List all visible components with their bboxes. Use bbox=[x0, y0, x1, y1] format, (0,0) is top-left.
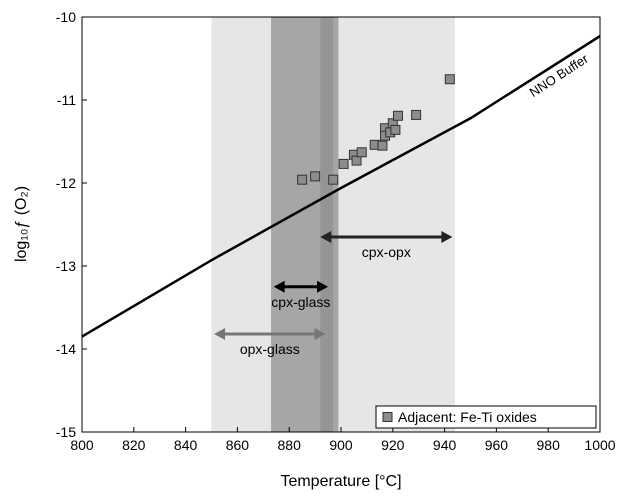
y-axis-label: log₁₀ƒ (O₂) bbox=[13, 186, 30, 262]
y-tick-label: -10 bbox=[56, 9, 76, 25]
arrow-label: cpx-opx bbox=[362, 244, 411, 260]
x-tick-label: 820 bbox=[122, 437, 146, 453]
x-tick-label: 800 bbox=[70, 437, 94, 453]
x-tick-label: 860 bbox=[226, 437, 250, 453]
y-tick-label: -15 bbox=[56, 424, 76, 440]
y-tick-label: -14 bbox=[56, 341, 76, 357]
x-tick-label: 940 bbox=[433, 437, 457, 453]
x-tick-label: 840 bbox=[174, 437, 198, 453]
nno-line bbox=[82, 35, 600, 338]
arrow-label: cpx-glass bbox=[271, 294, 330, 310]
point bbox=[351, 155, 362, 166]
point bbox=[328, 174, 339, 185]
x-tick-label: 920 bbox=[381, 437, 405, 453]
y-tick-label: -11 bbox=[57, 92, 76, 108]
legend-marker bbox=[382, 412, 393, 422]
point bbox=[411, 109, 422, 120]
arrow-head bbox=[273, 280, 329, 293]
point bbox=[310, 171, 321, 182]
y-tick-label: -13 bbox=[56, 258, 76, 274]
band bbox=[320, 17, 334, 432]
plot-area bbox=[82, 17, 600, 432]
x-tick-label: 960 bbox=[485, 437, 509, 453]
x-tick-label: 1000 bbox=[584, 437, 615, 453]
point bbox=[444, 74, 455, 85]
point bbox=[390, 124, 401, 135]
point bbox=[338, 158, 349, 169]
point bbox=[297, 174, 308, 185]
arrow-label: opx-glass bbox=[240, 341, 300, 357]
point bbox=[392, 110, 403, 121]
x-tick-label: 980 bbox=[537, 437, 561, 453]
y-tick-label: -12 bbox=[56, 175, 76, 191]
x-tick-label: 900 bbox=[329, 437, 353, 453]
legend-box bbox=[375, 405, 597, 429]
point bbox=[356, 147, 367, 158]
x-axis-label: Temperature [°C] bbox=[280, 473, 401, 490]
x-tick-label: 880 bbox=[278, 437, 302, 453]
legend-label: Adjacent: Fe-Ti oxides bbox=[398, 409, 537, 425]
point bbox=[377, 140, 388, 151]
